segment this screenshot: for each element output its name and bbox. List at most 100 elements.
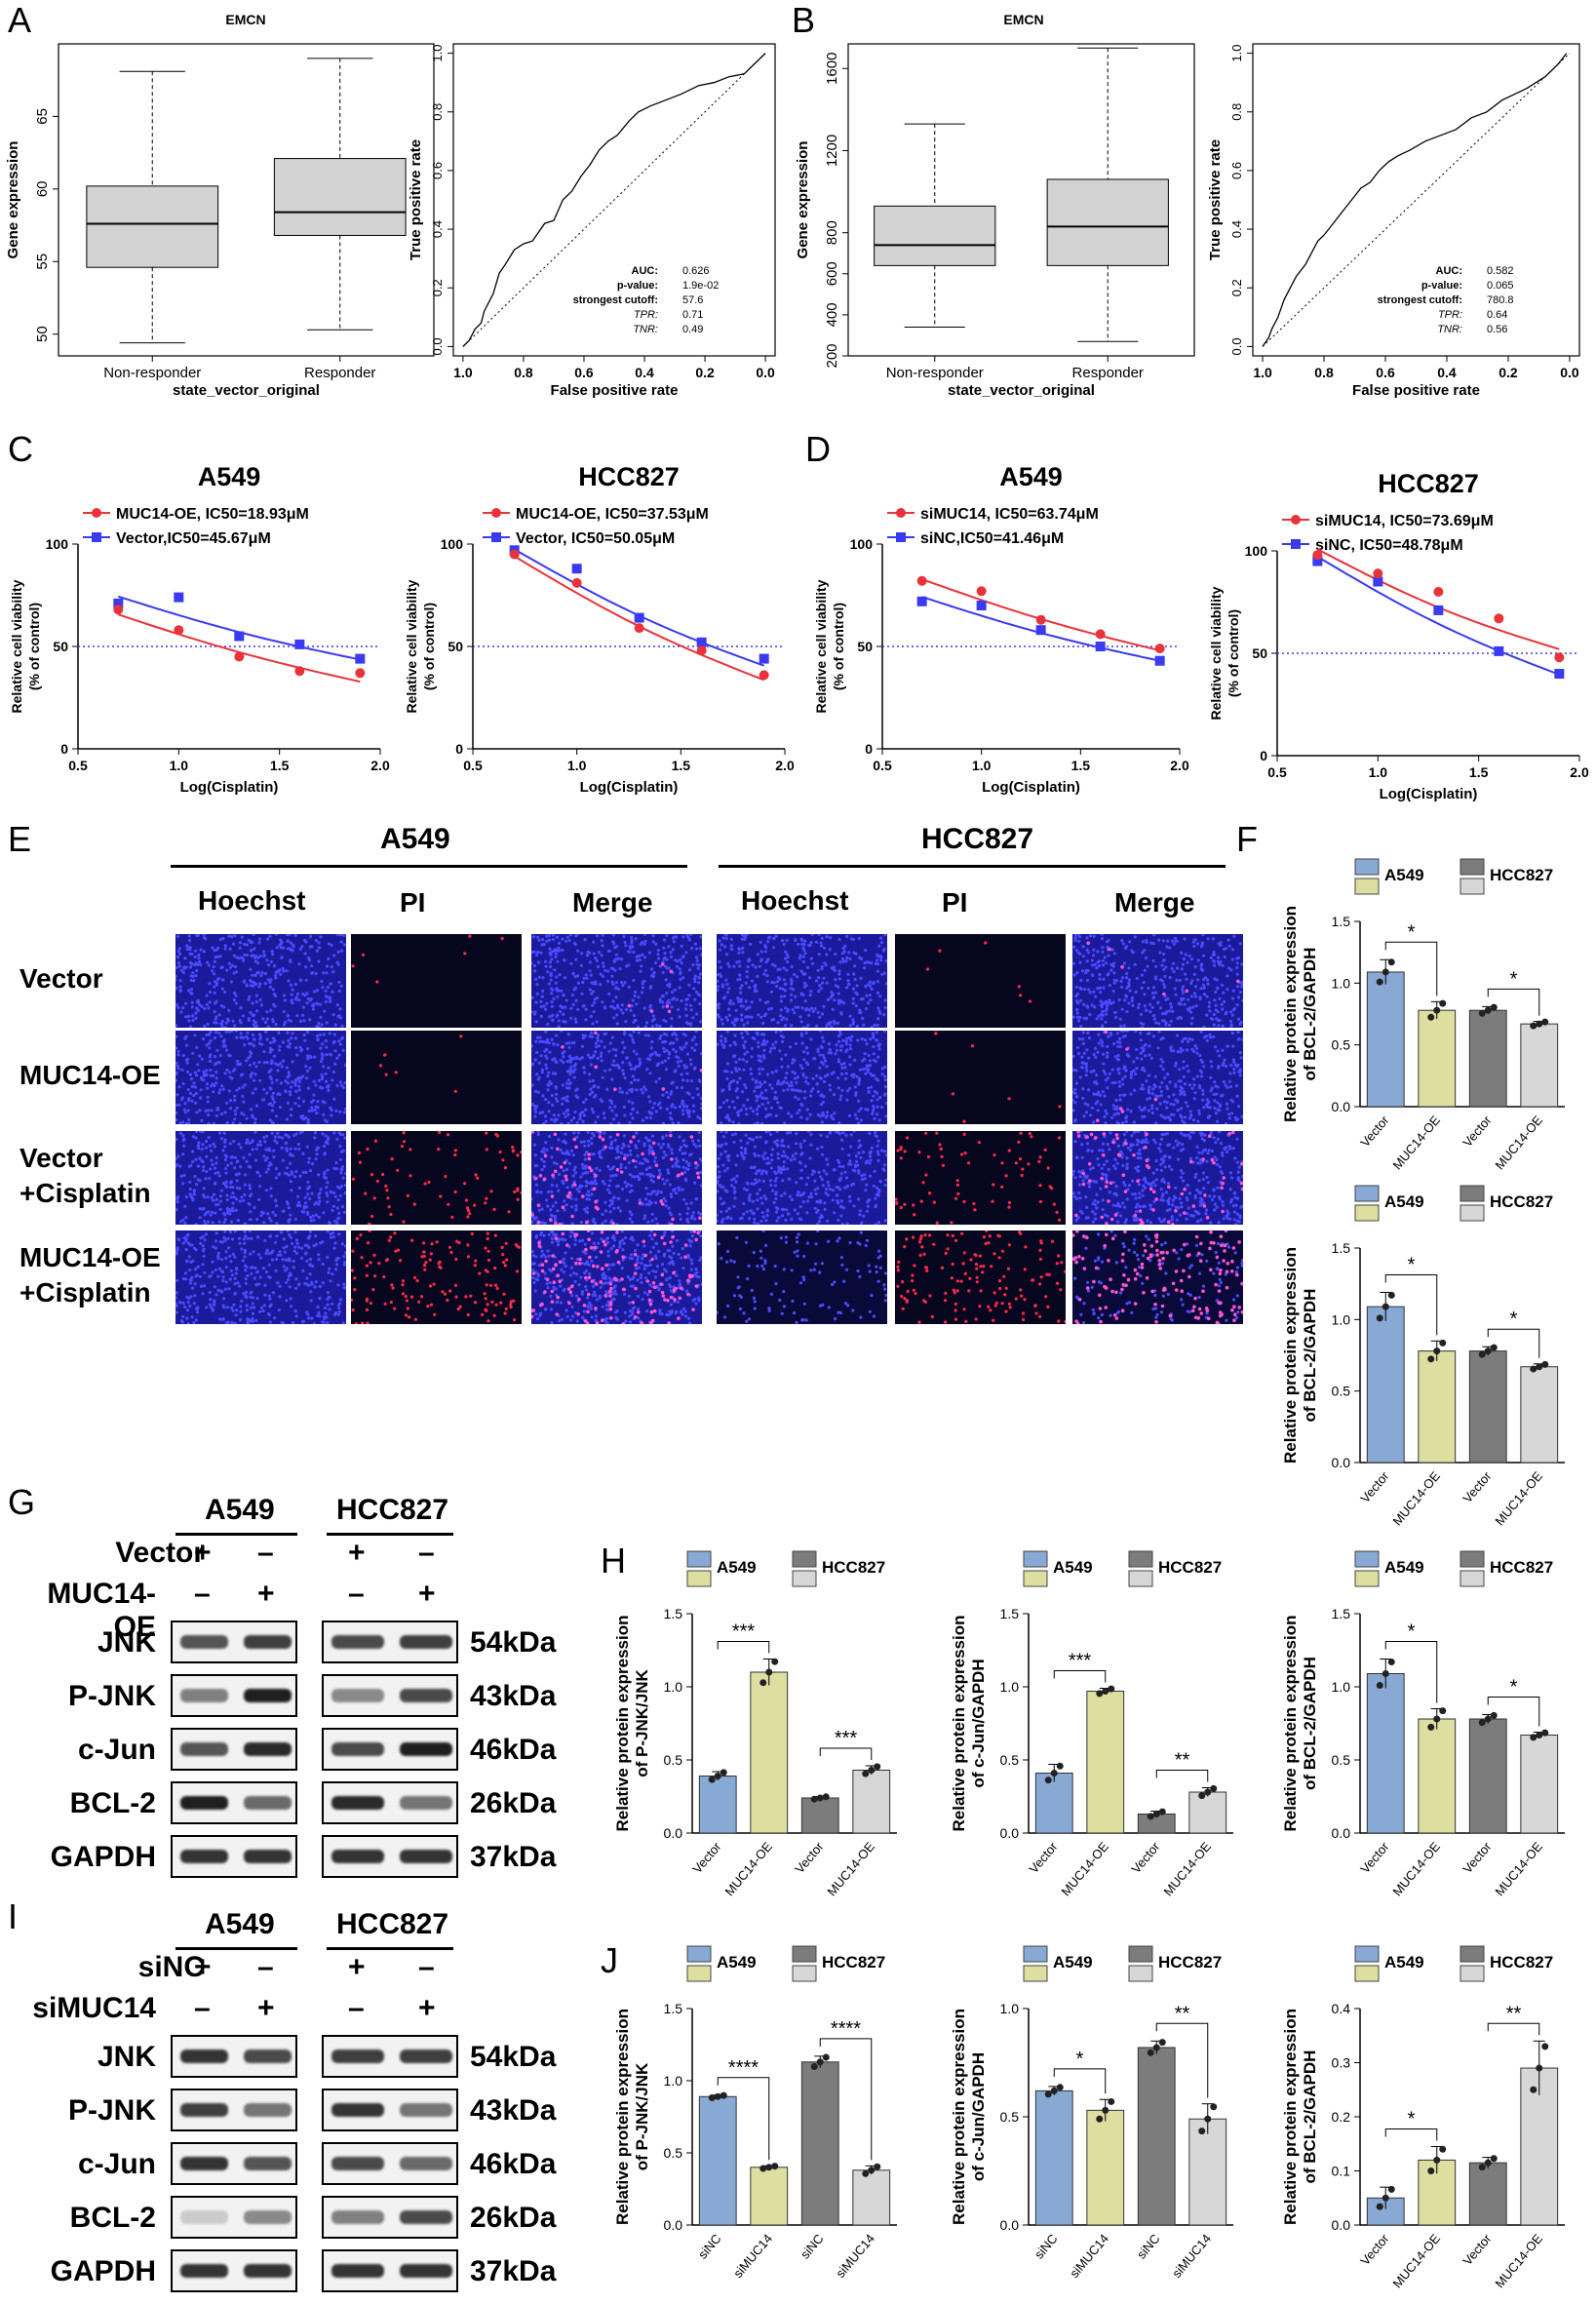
y-tick-label: 200 <box>824 343 840 368</box>
replicate-dot <box>868 2167 876 2174</box>
category-label: Vector <box>1357 1839 1392 1876</box>
micrograph <box>1072 1230 1243 1324</box>
roc-x-tick-label: 0.2 <box>695 365 715 380</box>
blot-band <box>331 2103 384 2117</box>
legend-swatch <box>792 1965 817 1982</box>
box-frame <box>58 43 435 357</box>
blot-band <box>180 1796 228 1810</box>
cell-line-underline <box>175 1533 297 1536</box>
panel-letter-c: C <box>8 429 33 469</box>
legend-swatch <box>1460 878 1485 895</box>
y-tick-label: 0.0 <box>1332 1825 1351 1841</box>
blot-strip <box>171 2142 297 2185</box>
data-point-red <box>916 575 927 586</box>
bar <box>1520 1366 1559 1464</box>
y-tick-label: 0.0 <box>1332 1099 1351 1114</box>
panel-letter-b: B <box>792 0 816 40</box>
category-label: siMUC14 <box>1067 2231 1111 2281</box>
kda-label: 26kDa <box>470 2202 557 2234</box>
panel-letter-j: J <box>601 1940 618 1980</box>
category-label: Vector <box>689 1839 724 1876</box>
blot-strip <box>171 1835 297 1878</box>
bar <box>1366 2197 1405 2226</box>
replicate-dot <box>1108 2097 1115 2105</box>
box <box>874 205 996 266</box>
box-title: EMCN <box>225 12 265 27</box>
legend-swatch <box>686 1965 712 1982</box>
treatment-sign: + <box>194 1537 212 1569</box>
significance-bracket <box>1487 988 1540 1016</box>
group-label-hcc827: HCC827 <box>921 823 1034 855</box>
bar <box>1468 1350 1507 1464</box>
replicate-dot <box>1427 1723 1435 1731</box>
replicate-dot <box>1376 1682 1383 1689</box>
replicate-dot <box>1044 1777 1052 1784</box>
x-tick-label: 2.0 <box>1570 764 1589 780</box>
bar <box>1086 2109 1125 2226</box>
legend-swatch <box>792 1570 817 1587</box>
band-label: GAPDH <box>50 1841 156 1873</box>
legend-label-a549: A549 <box>717 1558 757 1577</box>
micrograph <box>1072 1031 1243 1124</box>
blot-strip <box>322 1835 458 1878</box>
y-tick-label: 1.5 <box>1000 1606 1020 1621</box>
data-point-blue <box>916 596 927 606</box>
x-tick-label: 0.5 <box>873 758 892 773</box>
y-tick-label: 1.5 <box>1332 1240 1351 1256</box>
y-tick-label: 0.0 <box>1000 1825 1020 1841</box>
replicate-dot <box>1484 1715 1492 1723</box>
legend-label-a549: A549 <box>1053 1953 1093 1972</box>
replicate-dot <box>1541 1018 1549 1026</box>
replicate-dot <box>1102 2106 1109 2114</box>
legend-label: siNC, IC50=48.78μM <box>1315 537 1463 554</box>
micrograph <box>531 1230 702 1324</box>
treatment-sign: – <box>257 1537 274 1569</box>
legend-label-hcc827: HCC827 <box>1490 1953 1553 1972</box>
roc-xlabel: False positive rate <box>1352 382 1480 399</box>
replicate-dot <box>1376 2203 1383 2210</box>
category-label: MUC14-OE <box>1160 1839 1214 1898</box>
blot-strip <box>171 2035 297 2078</box>
blot-strip <box>322 1781 458 1824</box>
micrograph <box>175 1131 346 1225</box>
blot-band <box>180 2103 228 2117</box>
replicate-dot <box>1541 1360 1549 1368</box>
micrograph <box>175 1031 346 1124</box>
panel-letter-a: A <box>8 0 32 40</box>
data-point-red <box>174 625 184 636</box>
micrograph <box>717 934 887 1028</box>
band-label: GAPDH <box>50 2255 156 2287</box>
bar-ylabel-2: of c-Jun/GAPDH <box>969 1659 988 1787</box>
data-point-blue <box>1095 642 1106 651</box>
roc-y-tick-label: 0.2 <box>430 279 445 296</box>
significance-label: *** <box>835 1728 858 1749</box>
cell-line-label: A549 <box>205 1494 275 1526</box>
legend-swatch <box>792 1945 817 1963</box>
legend-swatch <box>1460 1185 1485 1202</box>
x-tick-label: 2.0 <box>1170 758 1189 773</box>
y-tick-label: 50 <box>53 639 68 654</box>
significance-label: * <box>1510 1677 1518 1699</box>
roc-y-tick-label: 0.0 <box>1229 337 1244 355</box>
replicate-dot <box>1433 1006 1441 1014</box>
roc-stat-label: AUC: <box>632 265 659 277</box>
replicate-dot <box>759 2165 767 2172</box>
y-tick-label: 0.0 <box>1000 2217 1020 2233</box>
ic50-ylabel-1: Relative cell viability <box>404 579 419 713</box>
replicate-dot <box>765 2164 773 2171</box>
category-label: MUC14-OE <box>1492 1839 1545 1898</box>
data-point-blue <box>355 653 366 664</box>
box <box>273 158 407 236</box>
data-point-red <box>1095 629 1106 640</box>
blot-band <box>180 2264 228 2278</box>
y-tick-label: 1200 <box>824 135 840 167</box>
blot-band <box>331 1796 384 1810</box>
data-point-red <box>355 668 366 679</box>
legend-swatch <box>1354 878 1380 895</box>
y-tick-label: 0 <box>455 741 463 757</box>
box-frame <box>847 43 1195 357</box>
box-ylabel: Gene expression <box>5 141 21 259</box>
blot-strip <box>322 1674 458 1717</box>
replicate-dot <box>714 2092 721 2100</box>
legend-marker <box>92 508 101 518</box>
